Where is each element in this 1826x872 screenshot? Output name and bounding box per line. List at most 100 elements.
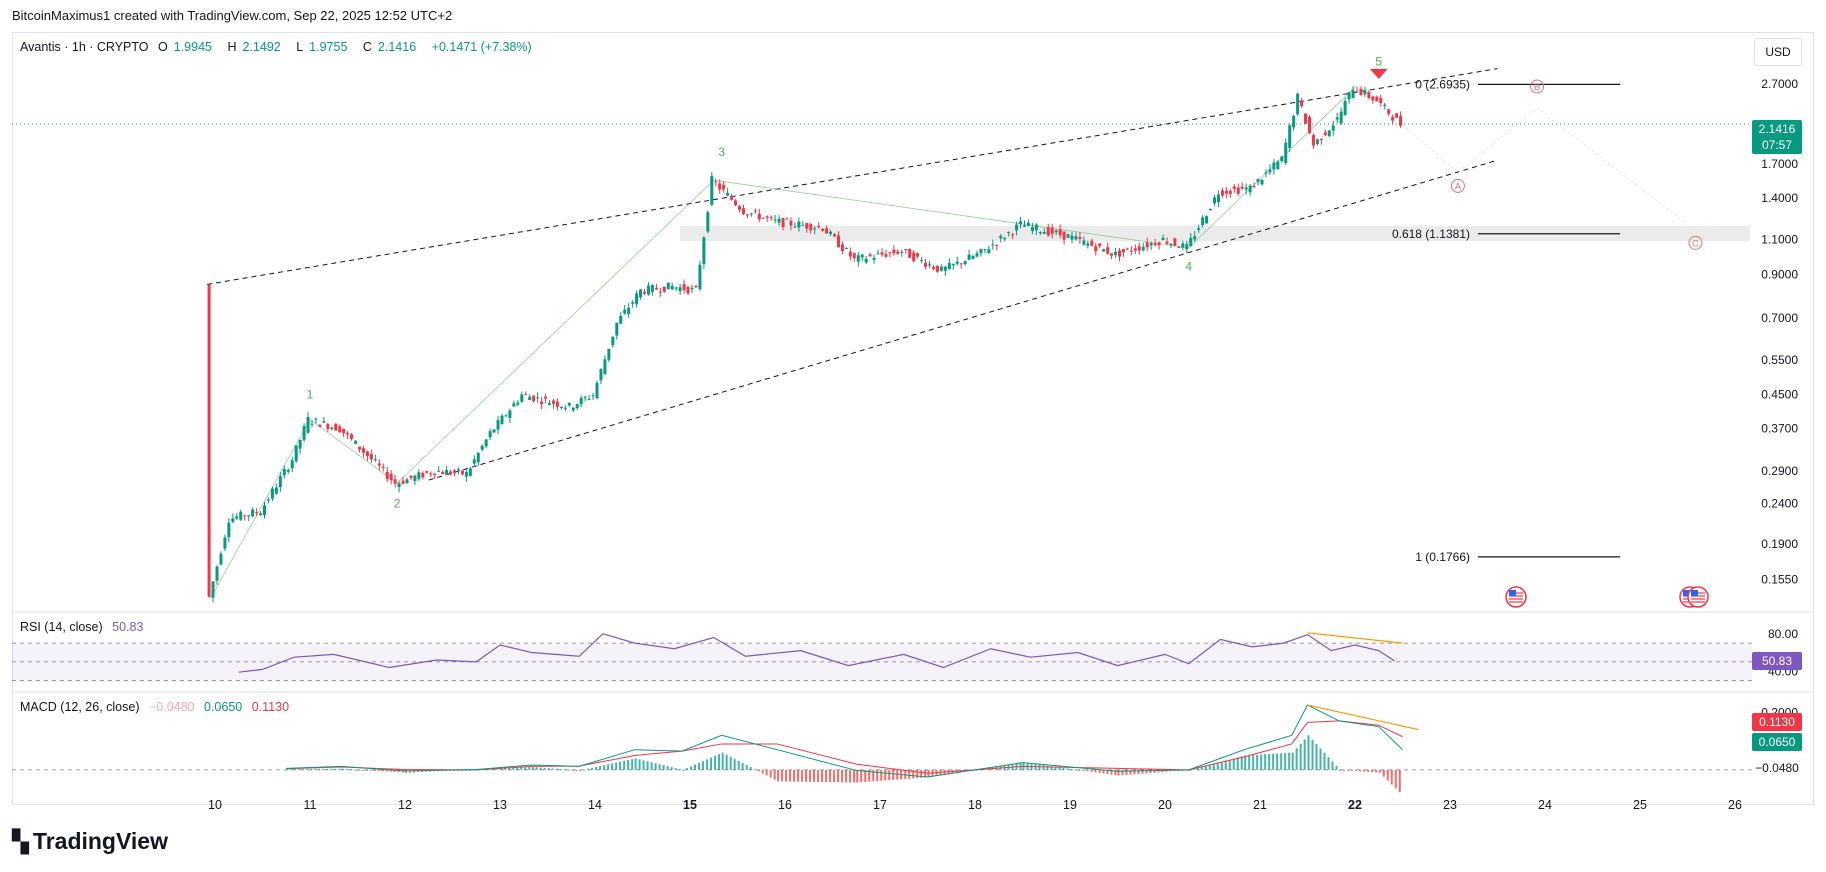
candle-body [1280,156,1284,162]
macd-hist-bar [678,769,681,770]
candle-body [773,219,777,221]
macd-hist-bar [714,755,717,770]
candle-body [761,217,765,219]
tradingview-logo[interactable]: ▚ TradingView [12,828,168,855]
candle-body [757,213,761,220]
channel-lower-line [428,159,1498,481]
macd-divergence-line [1307,704,1419,731]
candle-body [504,415,508,417]
macd-hist-bar [718,754,721,770]
macd-hist-bar [650,762,653,770]
candle-body [856,255,860,262]
macd-hist-bar [591,767,594,770]
candle-body [449,471,453,475]
candle-body [999,235,1003,239]
candle-body [1042,231,1046,234]
candle-body [1034,224,1038,231]
macd-hist-bar [702,761,705,770]
candle-body [397,483,401,488]
macd-header[interactable]: MACD (12, 26, close) −0.0480 0.0650 0.11… [20,700,289,714]
macd-hist-bar [642,760,645,770]
macd-hist-bar [1094,769,1097,773]
candle-body [821,228,825,231]
macd-hist-bar [674,768,677,770]
rsi-value: 50.83 [112,620,144,634]
macd-hist-bar [1331,761,1334,770]
macd-hist-bar [583,769,586,771]
candle-body [255,512,259,514]
macd-hist-bar [349,769,352,771]
macd-hist-bar [809,769,812,782]
price-tick-label: 0.4500 [1761,388,1798,402]
candle-body [326,424,330,430]
candle-body [330,427,334,430]
macd-hist-bar [623,760,626,770]
macd-hist-bar [1248,755,1251,770]
macd-hist-bar [1216,762,1219,770]
macd-hist-bar [841,769,844,783]
candle-body [1015,224,1019,231]
macd-hist-bar [1299,743,1302,770]
low-value: 1.9755 [309,40,348,54]
candle-body [468,468,472,476]
candle-body [358,446,361,450]
candle-body [227,522,231,538]
candle-body [979,248,983,254]
macd-hist-bar [1125,769,1128,775]
candle-body [1359,88,1363,95]
macd-hist-bar [508,767,511,770]
candle-body [706,212,710,232]
candle-body [1125,248,1129,250]
symbol-label[interactable]: Avantis · 1h · CRYPTO [20,40,149,54]
candle-body [1173,238,1177,246]
macd-hist-bar [769,769,772,778]
wave-label: 1 [307,388,314,402]
macd-hist-bar [912,769,915,779]
macd-hist-bar [381,769,384,772]
time-tick-label: 13 [493,798,507,812]
candle-body [500,415,504,425]
candle-body [551,400,555,404]
macd-hist-bar [1371,769,1374,773]
macd-hist-bar [789,769,792,782]
macd-hist-bar [706,759,709,770]
macd-hist-bar [397,769,400,773]
candle-body [464,471,468,477]
currency-button[interactable]: USD [1754,38,1802,66]
candle-body [813,228,817,230]
macd-hist-bar [1078,769,1081,771]
candle-body [738,206,741,210]
fib-level-label: 0 (2.6935) [1415,77,1470,91]
macd-hist-bar [330,768,333,770]
macd-hist-bar [781,769,784,782]
wave-label: 2 [394,496,401,510]
price-tick-label: 0.1900 [1761,537,1798,551]
macd-hist-bar [797,769,800,782]
macd-hist-bar [849,769,852,783]
macd-hist-bar [563,769,566,771]
macd-hist-bar [373,769,376,771]
macd-hist-bar [365,769,368,771]
macd-hist-bar [1149,769,1152,774]
candle-body [1387,109,1391,114]
macd-hist-bar [1133,769,1136,775]
candle-body [437,470,441,472]
candle-body [975,253,979,257]
candle-body [259,513,263,516]
rsi-header[interactable]: RSI (14, close) 50.83 [20,620,143,634]
flag-canton [1683,590,1690,596]
candle-body [1292,115,1296,128]
macd-signal-line [286,720,1403,774]
candle-body [429,473,433,475]
candle-body [1331,125,1335,131]
macd-hist-bar [1102,769,1105,774]
macd-hist-bar [1086,769,1089,772]
candle-body [223,537,227,549]
candle-body [433,473,437,476]
candle-body [520,394,524,402]
macd-hist-bar [721,752,724,770]
macd-hist-bar [880,769,883,781]
macd-hist-bar [1363,769,1366,772]
candle-body [1296,93,1300,115]
